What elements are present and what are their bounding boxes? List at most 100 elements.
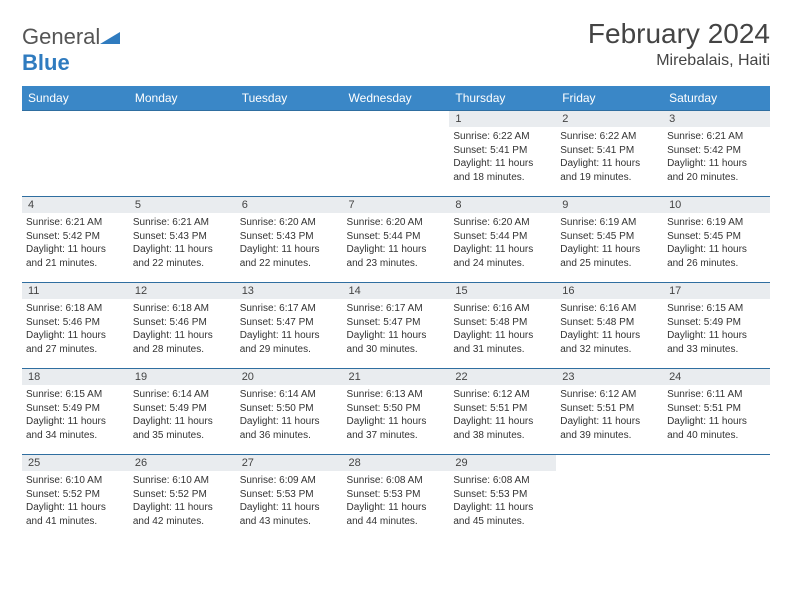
calendar-day-cell: 2Sunrise: 6:22 AMSunset: 5:41 PMDaylight…	[556, 111, 663, 197]
calendar-day-cell: 27Sunrise: 6:09 AMSunset: 5:53 PMDayligh…	[236, 455, 343, 541]
day-number: 15	[449, 283, 556, 299]
calendar-empty-cell	[343, 111, 450, 197]
logo: General Blue	[22, 18, 120, 76]
sunset-line: Sunset: 5:53 PM	[347, 488, 446, 502]
weekday-row: SundayMondayTuesdayWednesdayThursdayFrid…	[22, 86, 770, 111]
calendar-day-cell: 26Sunrise: 6:10 AMSunset: 5:52 PMDayligh…	[129, 455, 236, 541]
daylight-line: Daylight: 11 hours and 27 minutes.	[26, 329, 125, 356]
weekday-header: Monday	[129, 86, 236, 111]
sunset-line: Sunset: 5:41 PM	[453, 144, 552, 158]
sunset-line: Sunset: 5:51 PM	[667, 402, 766, 416]
day-number: 6	[236, 197, 343, 213]
weekday-header: Sunday	[22, 86, 129, 111]
calendar-day-cell: 14Sunrise: 6:17 AMSunset: 5:47 PMDayligh…	[343, 283, 450, 369]
calendar-day-cell: 15Sunrise: 6:16 AMSunset: 5:48 PMDayligh…	[449, 283, 556, 369]
logo-text-blue: Blue	[22, 50, 70, 75]
sunrise-line: Sunrise: 6:08 AM	[347, 474, 446, 488]
sunrise-line: Sunrise: 6:14 AM	[240, 388, 339, 402]
sunset-line: Sunset: 5:53 PM	[453, 488, 552, 502]
daylight-line: Daylight: 11 hours and 22 minutes.	[240, 243, 339, 270]
day-number: 22	[449, 369, 556, 385]
sunrise-line: Sunrise: 6:20 AM	[240, 216, 339, 230]
daylight-line: Daylight: 11 hours and 35 minutes.	[133, 415, 232, 442]
daylight-line: Daylight: 11 hours and 23 minutes.	[347, 243, 446, 270]
sunrise-line: Sunrise: 6:10 AM	[26, 474, 125, 488]
daylight-line: Daylight: 11 hours and 22 minutes.	[133, 243, 232, 270]
sunrise-line: Sunrise: 6:10 AM	[133, 474, 232, 488]
calendar-week-row: 25Sunrise: 6:10 AMSunset: 5:52 PMDayligh…	[22, 455, 770, 541]
sunrise-line: Sunrise: 6:20 AM	[453, 216, 552, 230]
calendar-day-cell: 5Sunrise: 6:21 AMSunset: 5:43 PMDaylight…	[129, 197, 236, 283]
calendar-day-cell: 13 Sunrise: 6:17 AMSunset: 5:47 PMDayligh…	[236, 283, 343, 369]
daylight-line: Daylight: 11 hours and 43 minutes.	[240, 501, 339, 528]
calendar-day-cell: 12Sunrise: 6:18 AMSunset: 5:46 PMDayligh…	[129, 283, 236, 369]
day-number: 14	[343, 283, 450, 299]
day-number: 5	[129, 197, 236, 213]
sunrise-line: Sunrise: 6:22 AM	[560, 130, 659, 144]
sunset-line: Sunset: 5:48 PM	[453, 316, 552, 330]
calendar-day-cell: 17Sunrise: 6:15 AMSunset: 5:49 PMDayligh…	[663, 283, 770, 369]
logo-sail-icon	[100, 24, 120, 38]
daylight-line: Daylight: 11 hours and 34 minutes.	[26, 415, 125, 442]
calendar-day-cell: 24Sunrise: 6:11 AMSunset: 5:51 PMDayligh…	[663, 369, 770, 455]
daylight-line: Daylight: 11 hours and 36 minutes.	[240, 415, 339, 442]
weekday-header: Wednesday	[343, 86, 450, 111]
calendar-day-cell: 9Sunrise: 6:19 AMSunset: 5:45 PMDaylight…	[556, 197, 663, 283]
calendar-day-cell: 3Sunrise: 6:21 AMSunset: 5:42 PMDaylight…	[663, 111, 770, 197]
calendar-day-cell: 18Sunrise: 6:15 AMSunset: 5:49 PMDayligh…	[22, 369, 129, 455]
day-number: 11	[22, 283, 129, 299]
calendar-body: 1 Sunrise: 6:22 AM Sunset: 5:41 PM Daylight…	[22, 111, 770, 541]
sunrise-line: Sunrise: 6:21 AM	[667, 130, 766, 144]
daylight-line: Daylight: 11 hours and 19 minutes.	[560, 157, 659, 184]
weekday-header: Tuesday	[236, 86, 343, 111]
day-number: 17	[663, 283, 770, 299]
day-number: 1	[449, 111, 556, 127]
daylight-line: Daylight: 11 hours and 44 minutes.	[347, 501, 446, 528]
sunrise-line: Sunrise: 6:13 AM	[347, 388, 446, 402]
day-number: 13	[236, 283, 343, 299]
sunset-line: Sunset: 5:52 PM	[26, 488, 125, 502]
day-number: 20	[236, 369, 343, 385]
sunrise-line: Sunrise: 6:21 AM	[133, 216, 232, 230]
calendar-empty-cell	[129, 111, 236, 197]
sunrise-line: Sunrise: 6:17 AM	[240, 302, 339, 316]
calendar-day-cell: 28Sunrise: 6:08 AMSunset: 5:53 PMDayligh…	[343, 455, 450, 541]
calendar-day-cell: 7Sunrise: 6:20 AMSunset: 5:44 PMDaylight…	[343, 197, 450, 283]
sunrise-line: Sunrise: 6:12 AM	[560, 388, 659, 402]
sunset-line: Sunset: 5:51 PM	[453, 402, 552, 416]
calendar-week-row: 11Sunrise: 6:18 AMSunset: 5:46 PMDayligh…	[22, 283, 770, 369]
day-number: 24	[663, 369, 770, 385]
sunrise-line: Sunrise: 6:14 AM	[133, 388, 232, 402]
calendar-table: SundayMondayTuesdayWednesdayThursdayFrid…	[22, 86, 770, 541]
sunset-line: Sunset: 5:49 PM	[667, 316, 766, 330]
sunset-line: Sunset: 5:44 PM	[347, 230, 446, 244]
day-number: 18	[22, 369, 129, 385]
daylight-line: Daylight: 11 hours and 28 minutes.	[133, 329, 232, 356]
calendar-day-cell: 20Sunrise: 6:14 AMSunset: 5:50 PMDayligh…	[236, 369, 343, 455]
sunset-line: Sunset: 5:44 PM	[453, 230, 552, 244]
calendar-day-cell: 8Sunrise: 6:20 AMSunset: 5:44 PMDaylight…	[449, 197, 556, 283]
weekday-header: Saturday	[663, 86, 770, 111]
sunrise-line: Sunrise: 6:11 AM	[667, 388, 766, 402]
calendar-head: SundayMondayTuesdayWednesdayThursdayFrid…	[22, 86, 770, 111]
sunrise-line: Sunrise: 6:18 AM	[133, 302, 232, 316]
sunrise-line: Sunrise: 6:20 AM	[347, 216, 446, 230]
daylight-line: Daylight: 11 hours and 30 minutes.	[347, 329, 446, 356]
sunset-line: Sunset: 5:51 PM	[560, 402, 659, 416]
logo-text: General Blue	[22, 24, 120, 76]
day-number: 29	[449, 455, 556, 471]
daylight-line: Daylight: 11 hours and 29 minutes.	[240, 329, 339, 356]
sunset-line: Sunset: 5:47 PM	[240, 316, 339, 330]
calendar-empty-cell	[236, 111, 343, 197]
sunrise-line: Sunrise: 6:18 AM	[26, 302, 125, 316]
weekday-header: Friday	[556, 86, 663, 111]
daylight-line: Daylight: 11 hours and 26 minutes.	[667, 243, 766, 270]
daylight-line: Daylight: 11 hours and 24 minutes.	[453, 243, 552, 270]
sunset-line: Sunset: 5:46 PM	[26, 316, 125, 330]
daylight-line: Daylight: 11 hours and 25 minutes.	[560, 243, 659, 270]
daylight-line: Daylight: 11 hours and 41 minutes.	[26, 501, 125, 528]
day-number: 26	[129, 455, 236, 471]
sunrise-line: Sunrise: 6:17 AM	[347, 302, 446, 316]
calendar-day-cell: 19Sunrise: 6:14 AMSunset: 5:49 PMDayligh…	[129, 369, 236, 455]
sunset-line: Sunset: 5:48 PM	[560, 316, 659, 330]
